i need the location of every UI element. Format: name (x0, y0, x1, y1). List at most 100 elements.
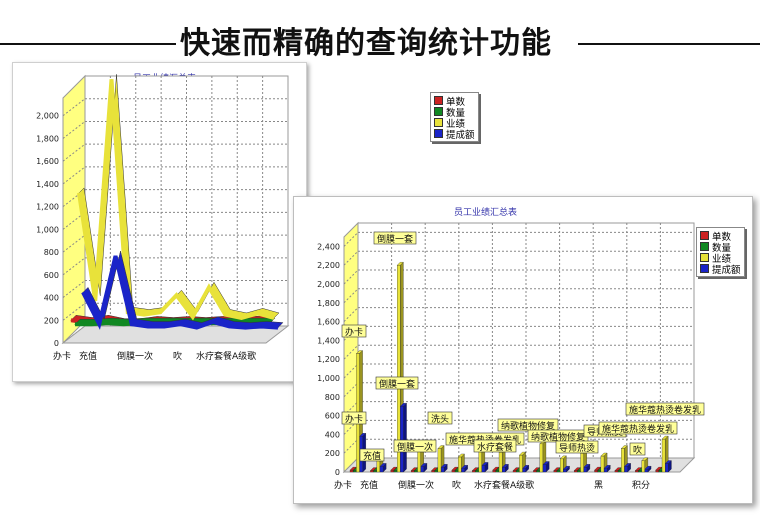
legend-label-unit: 单数 (446, 96, 466, 108)
chart2-xlabel-1: 充值 (360, 481, 379, 491)
chart1-gridline-side (62, 189, 86, 208)
legend-item-unit: 单数 (700, 230, 741, 243)
chart1-point (78, 192, 80, 194)
chart1-point (131, 323, 133, 325)
chart2-data-label-box (375, 376, 419, 390)
chart2-data-label-text: 充值 (363, 450, 381, 462)
chart2-bar-3-4 (440, 467, 445, 473)
chart2-bar-3-15 (665, 463, 669, 473)
chart2-bar-1-5 (454, 470, 459, 473)
page-header: 快速而精确的查询统计功能 (0, 0, 760, 61)
chart2-bar-3-8 (522, 468, 526, 473)
chart2-bar-2-7 (498, 452, 503, 473)
chart1-point (212, 321, 214, 323)
page-title: 快速而精确的查询统计功能 (180, 26, 552, 61)
chart1-point (163, 325, 165, 327)
chart1-point (82, 291, 84, 293)
chart2-bar-0-7 (492, 469, 496, 473)
chart2-data-label-box (427, 411, 453, 425)
chart2-bar-2-10 (559, 458, 564, 473)
legend-label-unit: 单数 (712, 231, 732, 243)
chart2-data-label-text: 施华蔻热烫卷发乳 (602, 423, 674, 435)
chart2-bar-side (403, 402, 407, 473)
chart2-gridline-side (343, 344, 359, 360)
chart2-data-label: 纳歌植物修复 (497, 418, 559, 432)
chart2-bar-1-12 (597, 470, 602, 473)
chart2-bar-side (383, 462, 387, 473)
chart2-data-label: 倒膜一套 (375, 376, 419, 390)
chart1-gridline-side (62, 143, 86, 162)
legend-item-comm: 提成额 (700, 263, 741, 276)
chart2-ytick: 2,200 (317, 261, 340, 270)
chart2-ytick: 200 (325, 449, 340, 458)
chart1-point (98, 323, 100, 325)
chart1-xlabel-1: 充值 (79, 352, 98, 362)
chart2-data-label-text: 吹 (633, 444, 642, 456)
chart1-point (70, 319, 72, 321)
chart2-bar-side (505, 463, 509, 473)
chart2-bar-3-6 (481, 465, 486, 473)
bar-chart-panel: 员工业绩汇总表 0 200 400 600 800 1,000 1,200 1,400 1,60… (293, 196, 753, 504)
chart1-point (241, 317, 242, 319)
chart2-bar-side (607, 464, 611, 473)
chart2-data-label-box (341, 411, 367, 425)
legend-item-perf: 业绩 (700, 252, 741, 265)
title-rule-left (0, 43, 176, 45)
chart2-bar-2-14 (641, 460, 645, 473)
chart1-gridline-side (62, 98, 86, 117)
chart2-data-label-box (359, 448, 385, 462)
chart1-point (228, 325, 230, 327)
legend-label-comm: 提成额 (446, 129, 475, 141)
chart2-bar-side (668, 460, 672, 473)
chart2-data-label: 充值 (359, 448, 385, 462)
line-chart: 0 200 400 600 800 1,000 1,200 1,400 1,600 1,800 2,… (36, 74, 290, 348)
chart2-bar-1-6 (475, 470, 479, 473)
chart2-bar-1-11 (577, 470, 581, 473)
chart2-bar-side (647, 465, 652, 473)
chart2-ytick: 1,000 (317, 374, 340, 383)
chart2-bar-3-7 (502, 467, 506, 473)
chart2-bar-2-8 (519, 454, 523, 473)
chart1-gridline-side (62, 166, 86, 185)
legend-swatch-unit (700, 231, 709, 240)
chart2-bar-0-12 (594, 469, 598, 473)
chart1-gridline-side (62, 211, 86, 230)
legend-swatch-comm (700, 264, 709, 273)
chart1-xlabel-2: 倒膜一次 (117, 352, 154, 362)
chart2-data-label: 施华蔻热烫卷发乳 (598, 421, 678, 435)
chart2-bar-3-1 (379, 466, 384, 473)
chart2-gridline-side (343, 250, 359, 266)
chart2-xlabel-2: 倒膜一次 (398, 481, 435, 491)
chart2-bar-0-14 (635, 470, 639, 473)
chart2-bar-1-2 (393, 470, 398, 473)
chart1-point (123, 323, 125, 325)
chart2-data-label: 办卡 (341, 324, 367, 338)
chart2-data-label-text: 倒膜一套 (377, 233, 413, 245)
chart2-xlabel-6: 积分 (632, 481, 651, 491)
chart2-bar-3-11 (583, 467, 588, 473)
chart1-xlabel-3: 吹 (173, 352, 183, 362)
chart2-gridline-side (343, 269, 359, 285)
chart2-data-label-text: 办卡 (345, 413, 363, 425)
chart2-xlabel-5: 黑 (594, 481, 604, 491)
chart2-bar-0-13 (614, 470, 619, 473)
chart1-point (107, 322, 108, 324)
chart2-bar-0-5 (451, 469, 456, 473)
chart2-gridline-side (343, 382, 359, 398)
chart1-point (143, 314, 145, 316)
legend-label-qty: 数量 (446, 107, 466, 119)
chart1-point (224, 314, 226, 316)
legend-item-comm: 提成额 (434, 128, 475, 141)
chart1-point (176, 294, 177, 296)
chart2-xlabel-4: 水疗套餐A级歌 (474, 481, 535, 491)
chart1-point (257, 312, 259, 314)
legend-label-comm: 提成额 (712, 264, 741, 276)
chart2-bar-2-9 (539, 443, 544, 473)
chart2-bar-1-8 (516, 470, 520, 473)
chart2-ytick: 1,600 (317, 318, 340, 327)
chart2-data-label-box (393, 439, 437, 453)
chart2-bar-1-13 (617, 470, 622, 473)
chart2-ytick: 1,200 (317, 355, 340, 364)
legend-item-qty: 数量 (434, 106, 475, 119)
chart2-data-label-text: 导师热烫 (559, 442, 595, 454)
